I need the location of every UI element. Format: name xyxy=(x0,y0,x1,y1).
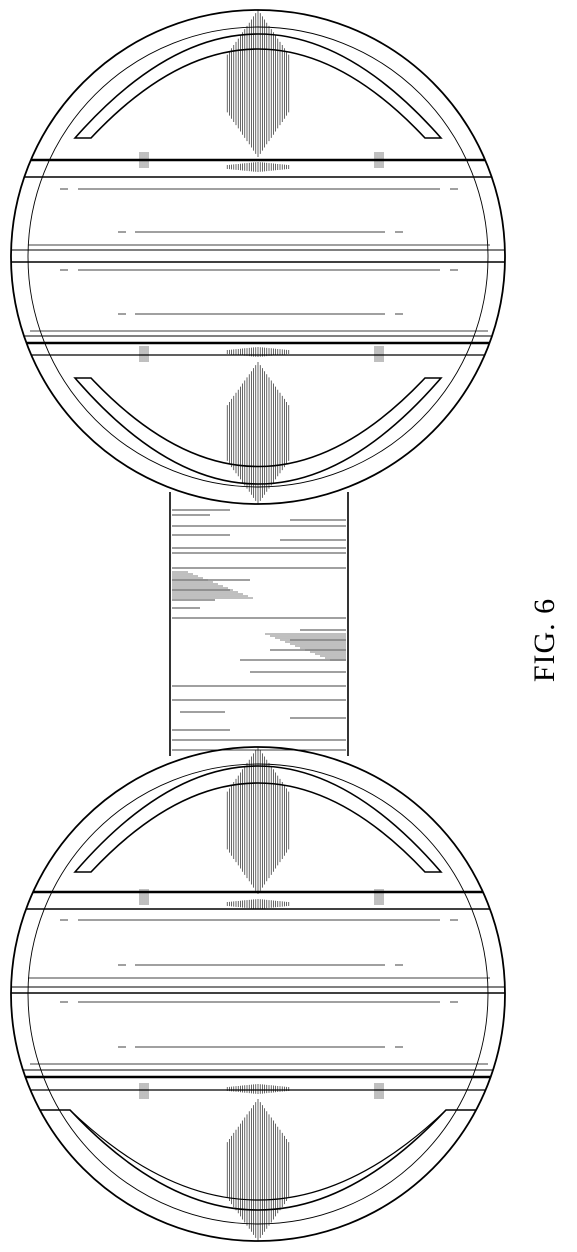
top-sphere-dashes xyxy=(28,189,490,331)
connector-shading xyxy=(172,510,346,750)
bottom-sphere-shading xyxy=(140,747,383,1241)
bottom-sphere xyxy=(0,747,577,1241)
top-sphere-shading xyxy=(140,10,383,504)
figure-label: FIG. 6 xyxy=(528,598,562,682)
top-sphere xyxy=(0,10,577,504)
bottom-sphere-dashes xyxy=(28,920,490,1064)
connector-cylinder xyxy=(170,492,348,756)
bottom-sphere-bands xyxy=(0,892,577,1090)
